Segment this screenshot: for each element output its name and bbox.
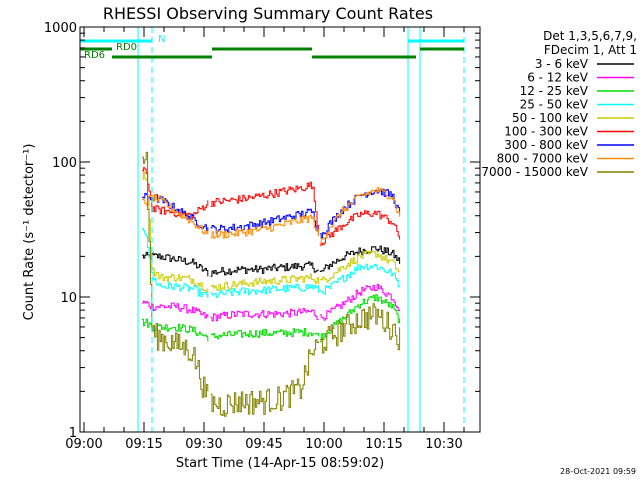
legend: Det 1,3,5,6,7,9,FDecim 1, Att 13 - 6 keV… — [481, 29, 637, 179]
y-axis-label: Count Rate (s⁻¹ detector⁻¹) — [22, 144, 37, 321]
series-line-1 — [142, 283, 401, 322]
legend-entry-label: 6 - 12 keV — [527, 71, 589, 85]
legend-entry-label: 3 - 6 keV — [535, 57, 589, 71]
status-bar-label: RD6 — [84, 50, 105, 61]
status-bar-label: N — [158, 34, 165, 45]
series-line-7 — [142, 187, 401, 245]
x-tick-label: 10:00 — [305, 437, 342, 452]
y-tick-label: 100 — [52, 156, 77, 171]
y-tick-label: 1 — [69, 426, 77, 441]
y-tick-label: 10 — [60, 291, 77, 306]
legend-header-line: Det 1,3,5,6,7,9, — [543, 29, 637, 43]
series-line-8 — [142, 151, 401, 417]
legend-header-line: FDecim 1, Att 1 — [544, 43, 637, 57]
x-axis-label: Start Time (14-Apr-15 08:59:02) — [176, 456, 384, 471]
legend-entry-label: 800 - 7000 keV — [497, 152, 589, 166]
chart-title: RHESSI Observing Summary Count Rates — [103, 4, 433, 23]
status-bar-label: RD0 — [116, 42, 137, 53]
series-line-0 — [142, 245, 401, 277]
x-tick-label: 10:30 — [425, 437, 462, 452]
x-tick-label: 09:15 — [125, 437, 162, 452]
legend-entry-label: 100 - 300 keV — [504, 125, 588, 139]
x-tick-label: 09:30 — [185, 437, 222, 452]
series-layer — [142, 151, 401, 417]
status-bars: N RD0 RD6 — [80, 34, 464, 61]
legend-entry-label: 50 - 100 keV — [512, 111, 589, 125]
plot-frame — [79, 26, 481, 433]
legend-entry-label: 12 - 25 keV — [520, 84, 589, 98]
legend-entry-label: 7000 - 15000 keV — [481, 165, 588, 179]
series-line-3 — [142, 228, 401, 299]
legend-entry-label: 25 - 50 keV — [520, 98, 589, 112]
y-tick-label: 1000 — [44, 21, 77, 36]
series-line-5 — [142, 167, 401, 246]
axes: 1 10 100 1000 09:00 09:15 09:30 09:45 10:00 10:15… — [44, 21, 481, 452]
date-stamp: 28-Oct-2021 09:59 — [560, 467, 636, 476]
x-tick-label: 09:45 — [245, 437, 282, 452]
x-tick-label: 09:00 — [65, 437, 102, 452]
legend-entry-label: 300 - 800 keV — [504, 138, 588, 152]
x-tick-label: 10:15 — [365, 437, 402, 452]
series-line-4 — [142, 171, 401, 292]
